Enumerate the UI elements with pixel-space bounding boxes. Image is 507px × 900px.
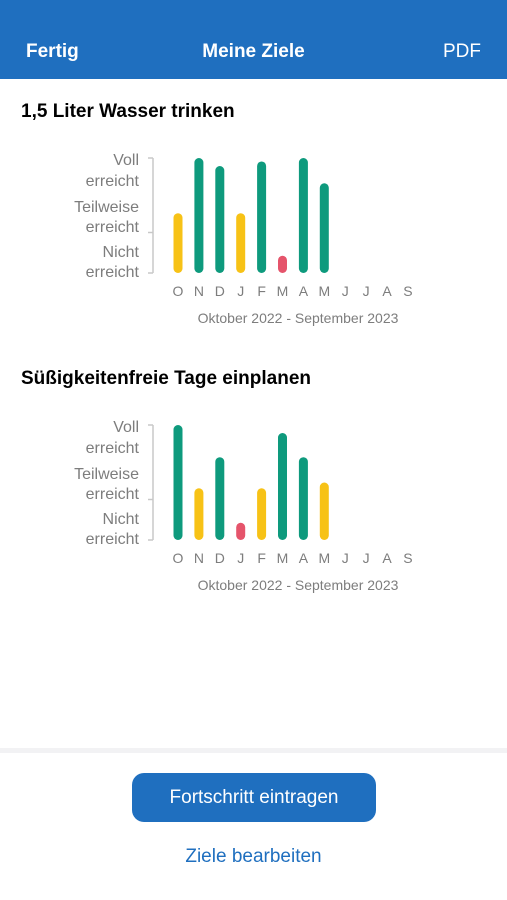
x-axis-label: O — [173, 550, 184, 566]
bar-a-6 — [298, 158, 308, 273]
goal-title: 1,5 Liter Wasser trinken — [21, 101, 235, 122]
x-axis-label: A — [382, 283, 392, 299]
log-progress-button[interactable]: Fortschritt eintragen — [132, 773, 376, 822]
y-axis-label: Teilweise — [74, 199, 139, 216]
goal-chart: Voll erreicht Teilweise erreicht Nicht erreic… — [0, 140, 507, 335]
bar-m-5 — [278, 255, 287, 273]
x-axis-label: N — [194, 283, 204, 299]
y-axis-label: Voll — [113, 419, 139, 436]
x-axis-label: S — [403, 283, 412, 299]
x-axis-label: J — [363, 283, 370, 299]
y-axis-label: erreicht — [86, 531, 140, 548]
chart-period-label: Oktober 2022 - September 2023 — [198, 310, 399, 326]
bar-f-4 — [257, 161, 267, 273]
y-axis-label: Teilweise — [74, 466, 139, 483]
goal-chart-svg: Voll erreicht Teilweise erreicht Nicht erreic… — [74, 152, 412, 326]
x-axis-label: F — [257, 283, 266, 299]
bar-n-1 — [194, 158, 204, 273]
y-axis-label: erreicht — [86, 440, 140, 457]
goal-chart: Voll erreicht Teilweise erreicht Nicht erreic… — [0, 407, 507, 602]
x-axis-label: S — [403, 550, 412, 566]
x-axis-label: J — [237, 550, 244, 566]
x-axis-label: A — [299, 283, 309, 299]
chart-period-label: Oktober 2022 - September 2023 — [198, 577, 399, 593]
y-axis-label: erreicht — [86, 219, 140, 236]
x-axis-label: F — [257, 550, 266, 566]
x-axis-label: M — [318, 283, 330, 299]
bar-j-3 — [236, 213, 246, 273]
navigation-bar: Meine Ziele Fertig PDF — [0, 0, 507, 79]
x-axis-label: J — [237, 283, 244, 299]
x-axis-label: O — [173, 283, 184, 299]
bar-f-4 — [257, 488, 267, 540]
goal-chart-svg: Voll erreicht Teilweise erreicht Nicht erreic… — [74, 419, 412, 593]
pdf-button[interactable]: PDF — [443, 41, 481, 62]
bar-m-5 — [278, 433, 287, 540]
bar-o-0 — [173, 213, 183, 273]
done-button[interactable]: Fertig — [26, 41, 79, 62]
bar-j-3 — [236, 522, 246, 540]
x-axis-label: D — [215, 283, 225, 299]
y-axis-label: Nicht — [103, 511, 140, 528]
bar-a-6 — [298, 457, 308, 540]
goal-title: Süßigkeitenfreie Tage einplanen — [21, 368, 311, 389]
bar-d-2 — [215, 166, 225, 273]
x-axis-label: M — [277, 550, 289, 566]
x-axis-label: J — [342, 550, 349, 566]
bar-d-2 — [215, 457, 225, 540]
x-axis-label: J — [363, 550, 370, 566]
y-axis-label: Voll — [113, 152, 139, 169]
y-axis-label: erreicht — [86, 486, 140, 503]
x-axis-label: A — [299, 550, 309, 566]
y-axis-label: erreicht — [86, 264, 140, 281]
x-axis-label: D — [215, 550, 225, 566]
x-axis-label: M — [277, 283, 289, 299]
bar-o-0 — [173, 425, 183, 540]
bar-m-7 — [319, 482, 329, 540]
bar-m-7 — [319, 183, 329, 273]
x-axis-label: M — [318, 550, 330, 566]
y-axis-label: Nicht — [103, 244, 140, 261]
edit-goals-link[interactable]: Ziele bearbeiten — [185, 846, 322, 867]
bottom-divider — [0, 748, 507, 753]
x-axis-label: A — [382, 550, 392, 566]
y-axis-label: erreicht — [86, 173, 140, 190]
bar-n-1 — [194, 488, 204, 540]
x-axis-label: N — [194, 550, 204, 566]
x-axis-label: J — [342, 283, 349, 299]
